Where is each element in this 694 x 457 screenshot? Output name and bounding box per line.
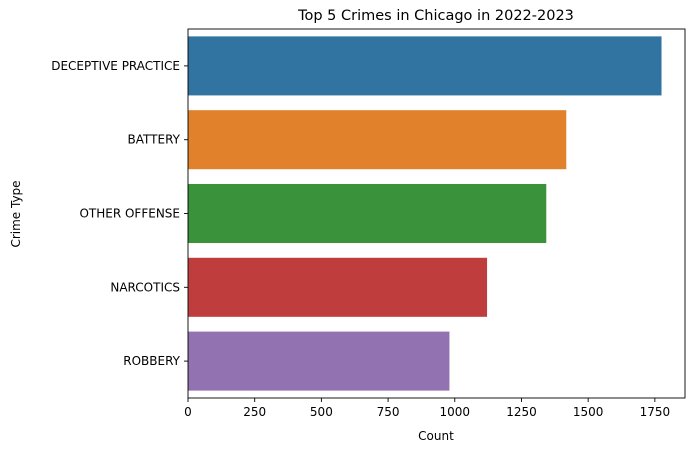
x-tick-label: 500 xyxy=(310,405,333,419)
bar-narcotics xyxy=(188,257,488,317)
y-tick-label: BATTERY xyxy=(128,133,181,147)
y-axis-ticks: DECEPTIVE PRACTICE BATTERY OTHER OFFENSE NA… xyxy=(51,59,188,368)
x-tick-label: 1500 xyxy=(573,405,604,419)
x-tick-label: 750 xyxy=(377,405,400,419)
y-tick-label: ROBBERY xyxy=(123,354,180,368)
x-tick-label: 0 xyxy=(184,405,192,419)
y-axis-label: Crime Type xyxy=(9,180,23,247)
x-axis-label: Count xyxy=(418,429,454,443)
y-tick-label: NARCOTICS xyxy=(110,280,180,294)
bar-deceptive-practice xyxy=(188,36,662,96)
x-axis-ticks: 0 250 500 750 1000 1250 1500 1750 xyxy=(184,398,670,419)
y-tick-label: OTHER OFFENSE xyxy=(79,207,180,221)
bar-robbery xyxy=(188,331,450,391)
x-tick-label: 250 xyxy=(243,405,266,419)
plot-frame xyxy=(187,28,686,399)
x-tick-label: 1250 xyxy=(506,405,537,419)
chart-title: Top 5 Crimes in Chicago in 2022-2023 xyxy=(297,8,574,24)
bar-other-offense xyxy=(188,183,547,244)
x-tick-label: 1750 xyxy=(640,405,671,419)
x-tick-label: 1000 xyxy=(440,405,471,419)
bars-layer xyxy=(188,36,662,391)
bar-battery xyxy=(188,110,567,170)
y-tick-label: DECEPTIVE PRACTICE xyxy=(51,59,180,73)
